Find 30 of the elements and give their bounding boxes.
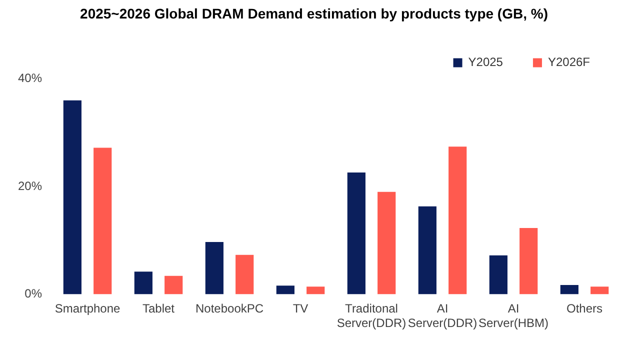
bar [378,192,396,294]
x-tick-label: NotebookPC [195,302,264,316]
x-tick-label: AI Server(HBM) [478,302,549,330]
x-tick-label: Traditonal Server(DDR) [336,302,406,330]
bar [489,255,508,294]
bar [560,285,578,294]
y-tick-label: 0% [24,286,42,301]
y-tick-label: 20% [18,178,42,193]
bar [590,286,609,294]
x-tick-label: Smartphone [54,302,121,316]
y-tick-label: 40% [18,71,42,86]
bar [448,146,467,294]
bar [306,286,325,294]
bar [236,254,254,294]
x-tick-label: Tablet [142,302,176,316]
x-tick-label: AI Server(DDR) [408,302,478,330]
bar [63,100,82,294]
x-tick-label: Others [566,302,603,316]
bar [134,272,152,294]
bar [276,286,294,294]
legend-label: Y2026F [548,55,590,70]
bar [347,172,366,294]
bar [94,148,112,294]
x-tick-label: TV [292,302,308,316]
chart-title: 2025~2026 Global DRAM Demand estimation by products type (GB, %) [80,5,548,22]
legend-label: Y2025 [468,55,504,70]
bar [418,206,436,294]
bar [205,242,224,294]
bar [520,228,538,294]
bar [164,276,183,294]
